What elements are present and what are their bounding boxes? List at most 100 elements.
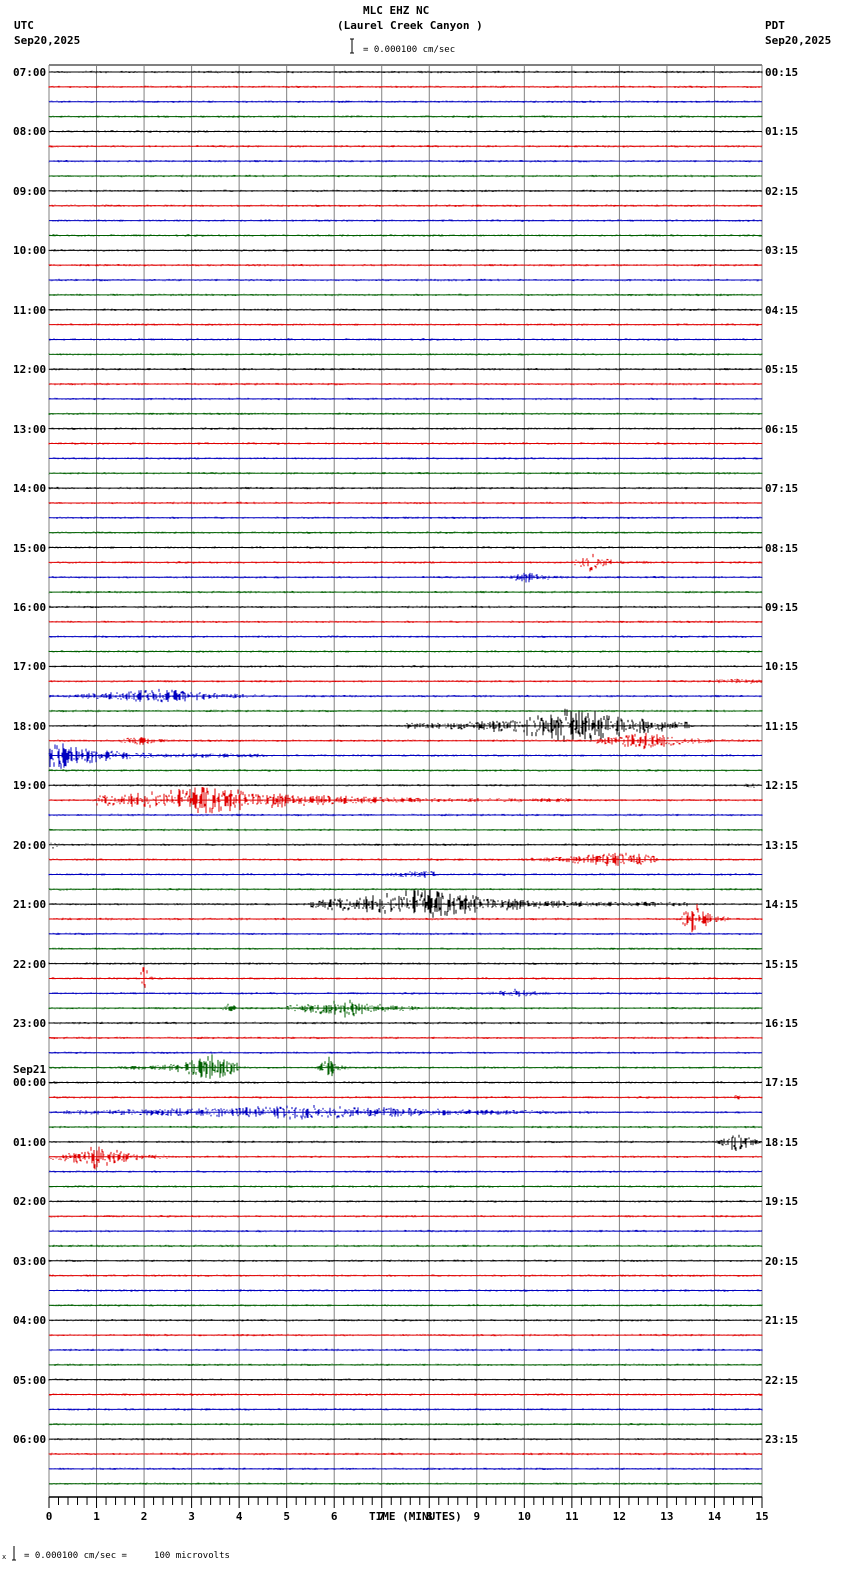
trace — [48, 531, 763, 534]
trace — [48, 947, 763, 950]
x-tick-label: 12 — [613, 1510, 626, 1523]
trace — [49, 605, 763, 609]
trace — [48, 932, 763, 936]
trace — [48, 1319, 763, 1322]
pdt-hour-label: 20:15 — [765, 1254, 799, 1268]
trace — [48, 889, 763, 918]
pdt-hour-label: 01:15 — [765, 125, 799, 139]
trace — [48, 871, 763, 878]
x-tick-label: 10 — [518, 1510, 531, 1523]
trace — [48, 1051, 763, 1054]
trace — [48, 382, 763, 386]
utc-hour-label: 02:00 — [13, 1195, 47, 1209]
trace — [48, 967, 763, 988]
utc-hour-label: 10:00 — [13, 244, 47, 258]
x-tick-label: 15 — [755, 1510, 768, 1523]
pdt-hour-label: 21:15 — [765, 1314, 799, 1328]
x-tick-label: 3 — [188, 1510, 195, 1523]
trace — [48, 130, 763, 133]
trace — [48, 635, 763, 638]
utc-hour-label: Sep21 00:00 — [13, 1063, 47, 1090]
trace — [48, 743, 763, 769]
utc-hour-label: 07:00 — [13, 66, 47, 79]
footer-prefix: x — [2, 1553, 7, 1561]
trace — [48, 842, 763, 849]
trace — [48, 1304, 763, 1307]
trace — [48, 1244, 763, 1248]
left-timezone: UTC — [14, 19, 34, 32]
x-tick-label: 1 — [93, 1510, 100, 1523]
trace — [48, 1408, 763, 1411]
right-date: Sep20,2025 — [765, 34, 832, 47]
trace — [48, 678, 763, 684]
trace — [48, 1081, 763, 1084]
utc-hour-label: 14:00 — [13, 482, 47, 496]
trace — [48, 852, 763, 867]
trace — [48, 1134, 763, 1151]
trace — [48, 572, 763, 583]
x-tick-label: 2 — [141, 1510, 148, 1523]
utc-hour-label: 06:00 — [13, 1433, 47, 1447]
pdt-hour-label: 23:15 — [765, 1433, 799, 1447]
x-tick-label: 9 — [473, 1510, 480, 1523]
trace — [48, 1215, 763, 1218]
footer-scale-note: = 0.000100 cm/sec = 100 microvolts — [24, 1551, 230, 1561]
pdt-hour-label: 16:15 — [765, 1017, 799, 1031]
trace — [48, 1333, 763, 1337]
utc-hour-label: 05:00 — [13, 1373, 47, 1387]
pdt-hour-label: 02:15 — [765, 184, 799, 198]
scale-label: = 0.000100 cm/sec — [363, 45, 456, 55]
trace — [48, 323, 763, 326]
trace — [48, 1185, 763, 1188]
pdt-hour-label: 17:15 — [765, 1076, 799, 1090]
station-location: (Laurel Creek Canyon ) — [337, 19, 483, 32]
x-tick-label: 13 — [660, 1510, 673, 1523]
pdt-hour-label: 13:15 — [765, 838, 799, 852]
x-tick-label: 8 — [426, 1510, 433, 1523]
trace — [48, 308, 763, 311]
trace — [48, 1229, 763, 1233]
trace — [48, 1274, 763, 1277]
trace — [48, 1363, 763, 1366]
trace — [48, 427, 763, 430]
pdt-hour-label: 10:15 — [765, 660, 799, 674]
x-tick-label: 6 — [331, 1510, 338, 1523]
utc-hour-label: 03:00 — [13, 1254, 47, 1268]
utc-hour-label: 21:00 — [13, 898, 47, 912]
trace — [49, 1105, 763, 1120]
trace — [48, 787, 763, 814]
utc-hour-label: 08:00 — [13, 125, 47, 139]
trace — [48, 1146, 763, 1170]
utc-hour-label: 19:00 — [13, 779, 47, 793]
x-tick-label: 14 — [708, 1510, 722, 1523]
trace — [48, 412, 763, 415]
x-tick-label: 0 — [46, 1510, 53, 1523]
trace — [48, 988, 763, 997]
trace — [48, 160, 763, 163]
x-axis-label: TIME (MINUTES) — [369, 1510, 462, 1523]
trace — [48, 1095, 763, 1100]
trace — [48, 1021, 763, 1025]
pdt-hour-label: 07:15 — [765, 482, 799, 496]
trace — [48, 904, 763, 933]
utc-hour-label: 13:00 — [13, 422, 47, 436]
pdt-hour-label: 09:15 — [765, 600, 799, 614]
trace — [48, 145, 763, 148]
pdt-hour-label: 19:15 — [765, 1195, 799, 1209]
pdt-hour-label: 22:15 — [765, 1373, 799, 1387]
x-tick-label: 7 — [378, 1510, 385, 1523]
trace — [48, 1289, 763, 1292]
trace — [48, 1348, 763, 1352]
utc-hour-label: 12:00 — [13, 363, 47, 377]
utc-hour-label: 16:00 — [13, 600, 47, 614]
trace — [48, 516, 763, 519]
trace — [48, 85, 763, 89]
utc-hour-label: 11:00 — [13, 303, 47, 317]
pdt-hour-label: 08:15 — [765, 541, 799, 555]
trace — [48, 174, 762, 178]
trace — [48, 442, 763, 445]
pdt-hour-label: 15:15 — [765, 957, 799, 971]
trace — [48, 1054, 763, 1079]
utc-hour-label: 15:00 — [13, 541, 47, 555]
